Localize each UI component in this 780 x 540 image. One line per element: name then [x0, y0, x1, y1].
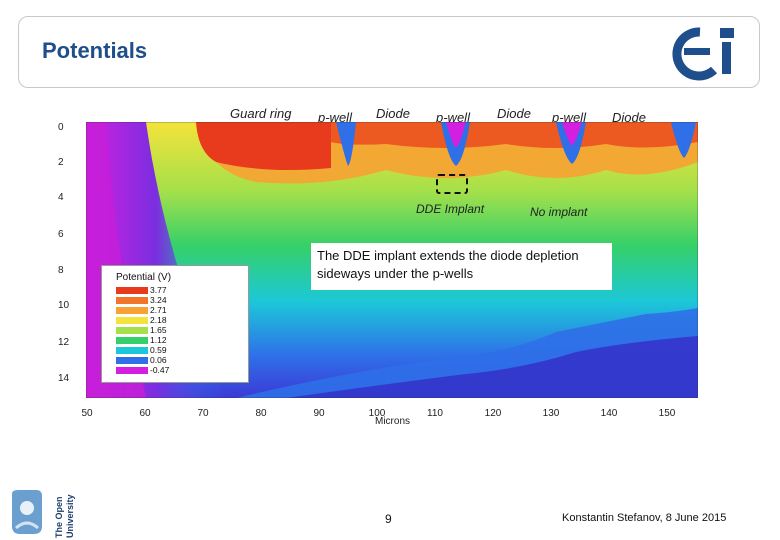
legend-swatch — [116, 306, 148, 314]
slide-title: Potentials — [42, 38, 148, 63]
legend-swatch — [116, 346, 148, 354]
x-tick: 50 — [81, 408, 93, 419]
label-diode-1: Diode — [376, 106, 410, 121]
page-number: 9 — [385, 512, 392, 526]
y-tick: 10 — [58, 300, 70, 311]
legend-value: 2.71 — [150, 305, 167, 315]
ei-logo-icon — [672, 27, 734, 81]
x-tick: 60 — [139, 408, 151, 419]
y-tick: 12 — [58, 337, 70, 348]
y-tick: 8 — [58, 265, 64, 276]
dde-implant-label: DDE Implant — [416, 202, 485, 216]
legend-value: -0.47 — [150, 365, 170, 375]
legend-title: Potential (V) — [116, 272, 172, 283]
legend-item: 0.06 — [116, 355, 167, 365]
legend-value: 0.06 — [150, 355, 167, 365]
no-implant-label: No implant — [530, 205, 588, 219]
legend-swatch — [116, 336, 148, 344]
x-tick: 150 — [658, 408, 676, 419]
potential-legend: Potential (V) 3.77 3.24 2.71 2.18 1.65 1… — [101, 265, 249, 383]
legend-swatch — [116, 326, 148, 334]
y-tick: 4 — [58, 192, 64, 203]
legend-item: -0.47 — [116, 365, 170, 375]
legend-item: 2.18 — [116, 315, 167, 325]
callout-text: The DDE implant extends the diode deplet… — [311, 243, 612, 290]
x-axis-label: Microns — [375, 416, 411, 427]
legend-value: 1.12 — [150, 335, 167, 345]
legend-item: 2.71 — [116, 305, 167, 315]
title-box — [18, 16, 760, 88]
legend-value: 0.59 — [150, 345, 167, 355]
label-diode-2: Diode — [497, 106, 531, 121]
legend-value: 1.65 — [150, 325, 167, 335]
legend-value: 3.24 — [150, 295, 167, 305]
label-p-well-1: p-well — [318, 110, 352, 125]
x-tick: 100 — [368, 408, 386, 419]
legend-swatch — [116, 366, 148, 374]
legend-value: 2.18 — [150, 315, 167, 325]
open-university-logo-icon: The Open University — [12, 490, 75, 538]
legend-swatch — [116, 316, 148, 324]
x-tick: 90 — [313, 408, 325, 419]
y-tick: 0 — [58, 122, 64, 133]
x-tick: 70 — [197, 408, 209, 419]
x-tick: 130 — [542, 408, 560, 419]
label-diode-3: Diode — [612, 110, 646, 125]
y-tick: 6 — [58, 229, 64, 240]
x-tick: 140 — [600, 408, 618, 419]
legend-item: 3.24 — [116, 295, 167, 305]
svg-text:University: University — [65, 494, 75, 538]
dde-implant-marker — [436, 174, 468, 194]
svg-text:The Open: The Open — [54, 496, 64, 538]
legend-swatch — [116, 286, 148, 294]
label-p-well-2: p-well — [436, 110, 470, 125]
legend-item: 1.12 — [116, 335, 167, 345]
legend-item: 3.77 — [116, 285, 167, 295]
legend-value: 3.77 — [150, 285, 167, 295]
x-tick: 120 — [484, 408, 502, 419]
y-tick: 2 — [58, 157, 64, 168]
legend-item: 0.59 — [116, 345, 167, 355]
label-p-well-3: p-well — [552, 110, 586, 125]
legend-swatch — [116, 356, 148, 364]
legend-item: 1.65 — [116, 325, 167, 335]
x-tick: 110 — [427, 408, 443, 419]
y-tick: 14 — [58, 373, 70, 384]
label-guard-ring: Guard ring — [230, 106, 292, 121]
legend-swatch — [116, 296, 148, 304]
x-tick: 80 — [255, 408, 267, 419]
footer-credit: Konstantin Stefanov, 8 June 2015 — [562, 512, 727, 524]
